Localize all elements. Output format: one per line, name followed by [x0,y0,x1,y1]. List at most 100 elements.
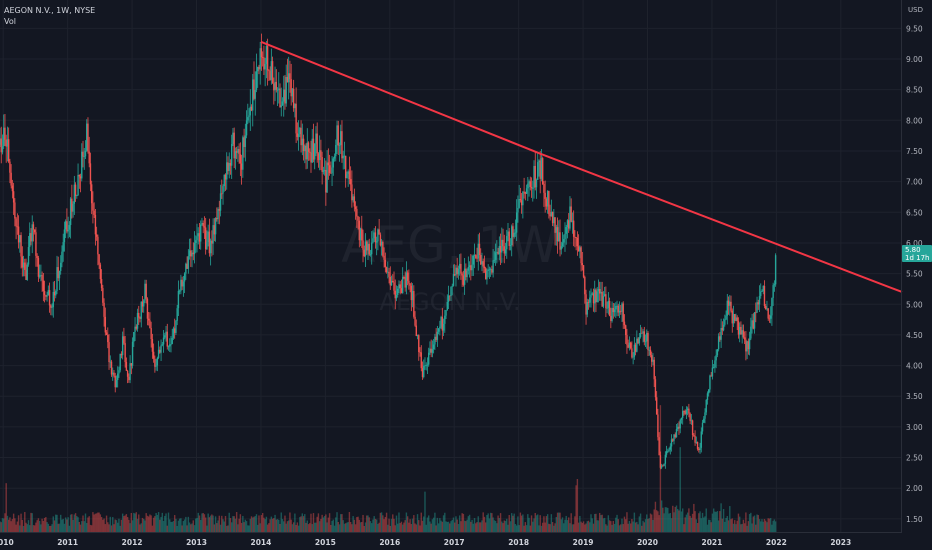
candle-body [758,296,761,305]
candle-body [368,243,370,255]
y-tick-label: 3.00 [906,423,923,432]
candle-body [774,255,777,285]
volume-bar [647,518,649,532]
symbol-title[interactable]: AEGON N.V., 1W, NYSE [4,6,96,15]
volume-bar [93,514,95,532]
volume-bar [144,520,146,532]
candle-body [71,198,73,212]
candle-body [615,306,617,310]
candle-body [149,320,151,329]
candle-body [337,125,339,146]
candle-body [549,214,551,217]
volume-bar [740,524,742,532]
candle-body [458,263,461,269]
candle-body [280,105,282,108]
volume-legend[interactable]: Vol [4,17,16,26]
volume-bar [328,513,331,532]
volume-bar [364,522,367,532]
volume-bar [56,514,58,532]
candle-body [638,337,641,344]
candle-body [51,307,53,309]
candle-body [560,246,562,250]
volume-bar [331,520,333,532]
candle-body [434,336,436,345]
candle-body [511,226,513,246]
candle-body [606,307,608,309]
trendline[interactable] [260,40,903,293]
candle-body [128,376,130,381]
candle-body [628,342,631,348]
volume-bar [415,524,418,532]
candle-body [590,294,592,298]
volume-bar [82,515,84,532]
candle-body [112,372,114,375]
volume-bar [756,514,758,532]
candle-body [390,280,393,286]
volume-bar [221,515,223,532]
volume-bar [405,512,408,532]
candle-body [551,211,554,224]
candle-body [228,163,230,171]
candle-body [31,224,33,242]
volume-bar [532,521,534,532]
volume-bar [637,524,639,532]
candle-body [276,89,279,91]
volume-bar [590,514,592,532]
volume-bar [209,515,212,532]
volume-bar [177,520,180,532]
volume-bar [639,513,642,532]
candle-body [154,358,156,367]
candle-body [358,220,361,241]
candle-body [592,293,595,304]
candle-body [359,228,362,241]
volume-bar [649,513,652,532]
volume-bar [87,517,89,532]
candle-body [108,342,110,362]
volume-bar [109,516,111,532]
candle-body [274,81,276,91]
volume-bar [118,518,120,532]
candle-body [58,270,61,279]
candle-body [14,202,16,219]
candle-body [643,331,645,342]
candle-body [480,255,482,265]
candle-body [726,300,728,316]
volume-bar [584,524,586,532]
volume-bar [626,512,628,532]
candle-body [86,123,88,151]
y-tick-label: 8.00 [906,116,923,125]
candle-body [72,203,74,212]
candle-body [623,321,626,326]
volume-bar [290,519,292,532]
candle-body [737,321,740,335]
volume-bar [378,522,380,532]
time-axis[interactable]: 2010 2011 2012 2013 2014 2015 2016 2017 2018 2019… [0,538,851,547]
candle-body [268,70,270,72]
volume-bar [321,514,323,532]
volume-bar [488,518,491,532]
volume-bar [512,515,514,532]
price-axis[interactable]: 1.50 2.00 2.50 3.00 3.50 4.00 4.50 5.00 5.50 6.00… [906,24,923,524]
volume-bar [527,514,529,532]
volume-bar [120,519,123,532]
candle-body [698,448,700,451]
volume-bar [66,519,68,532]
y-tick-label: 4.50 [906,331,923,340]
candle-body [192,252,194,255]
volume-bar [696,523,699,532]
candle-body [317,153,320,161]
candle-body [395,294,398,299]
volume-bar [665,507,668,532]
volume-bar [257,524,259,532]
candle-body [12,191,15,203]
candle-body [181,279,183,287]
volume-bar [435,525,437,532]
volume-bar [245,521,248,532]
candle-body [476,257,478,259]
volume-bar [6,515,9,532]
volume-bar [261,513,264,532]
volume-bar [715,511,717,532]
candle-body [292,88,295,109]
candle-body [83,156,85,158]
